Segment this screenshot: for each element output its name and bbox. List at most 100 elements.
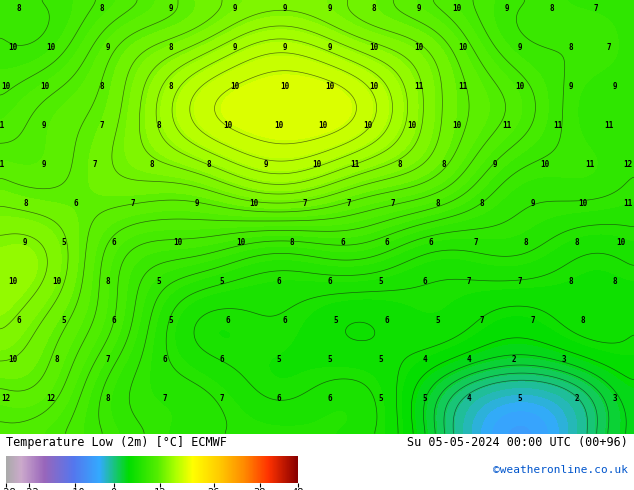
Text: 9: 9 [264, 160, 269, 169]
Text: 5: 5 [378, 394, 383, 403]
Text: 9: 9 [327, 43, 332, 52]
Text: 8: 8 [105, 277, 110, 286]
Text: 5: 5 [435, 317, 440, 325]
Text: 5: 5 [169, 317, 174, 325]
Text: 6: 6 [422, 277, 427, 286]
Text: 8: 8 [568, 277, 573, 286]
Text: 9: 9 [42, 160, 47, 169]
Text: 7: 7 [467, 277, 472, 286]
Text: 8: 8 [99, 4, 104, 13]
Text: 12: 12 [46, 394, 55, 403]
Text: 10: 10 [8, 277, 17, 286]
Text: 7: 7 [606, 43, 611, 52]
Text: 10: 10 [319, 121, 328, 130]
Text: 7: 7 [479, 317, 484, 325]
Text: 9: 9 [42, 121, 47, 130]
Text: 8: 8 [549, 4, 554, 13]
Text: 8: 8 [23, 199, 28, 208]
Text: 7: 7 [162, 394, 167, 403]
Text: 8: 8 [581, 317, 586, 325]
Text: ©weatheronline.co.uk: ©weatheronline.co.uk [493, 466, 628, 475]
Text: 11: 11 [553, 121, 562, 130]
Text: 10: 10 [230, 82, 239, 91]
Text: 10: 10 [370, 43, 378, 52]
Text: 5: 5 [219, 277, 224, 286]
Text: 8: 8 [99, 82, 104, 91]
Text: 6: 6 [327, 394, 332, 403]
Text: 6: 6 [429, 238, 434, 247]
Text: 5: 5 [378, 277, 383, 286]
Text: Temperature Low (2m) [°C] ECMWF: Temperature Low (2m) [°C] ECMWF [6, 437, 227, 449]
Text: 7: 7 [593, 4, 598, 13]
Text: 5: 5 [61, 317, 66, 325]
Text: 4: 4 [467, 355, 472, 365]
Text: 6: 6 [276, 394, 281, 403]
Text: 8: 8 [169, 43, 174, 52]
Text: 10: 10 [325, 82, 334, 91]
Text: 8: 8 [441, 160, 446, 169]
Text: 5: 5 [276, 355, 281, 365]
Text: 9: 9 [416, 4, 421, 13]
Text: 7: 7 [346, 199, 351, 208]
Text: 8: 8 [169, 82, 174, 91]
Text: 11: 11 [458, 82, 467, 91]
Text: 10: 10 [579, 199, 588, 208]
Text: 8: 8 [289, 238, 294, 247]
Text: 8: 8 [105, 394, 110, 403]
Text: 9: 9 [505, 4, 510, 13]
Text: 3: 3 [612, 394, 618, 403]
Text: 6: 6 [283, 317, 288, 325]
Text: 7: 7 [93, 160, 98, 169]
Text: 8: 8 [150, 160, 155, 169]
Text: 9: 9 [232, 43, 237, 52]
Text: 8: 8 [207, 160, 212, 169]
Text: 7: 7 [99, 121, 104, 130]
Text: 2: 2 [574, 394, 579, 403]
Text: 10: 10 [249, 199, 258, 208]
Text: 2: 2 [511, 355, 516, 365]
Text: 9: 9 [612, 82, 618, 91]
Text: 10: 10 [236, 238, 245, 247]
Text: 8: 8 [568, 43, 573, 52]
Text: 10: 10 [281, 82, 290, 91]
Text: 8: 8 [16, 4, 22, 13]
Text: 12: 12 [623, 160, 632, 169]
Text: 3: 3 [562, 355, 567, 365]
Text: 7: 7 [391, 199, 396, 208]
Text: 10: 10 [370, 82, 378, 91]
Text: 8: 8 [156, 121, 161, 130]
Text: 10: 10 [515, 82, 524, 91]
Text: 6: 6 [384, 238, 389, 247]
Text: 8: 8 [397, 160, 402, 169]
Text: 11: 11 [585, 160, 594, 169]
Text: 7: 7 [219, 394, 224, 403]
Text: 10: 10 [2, 82, 11, 91]
Text: 7: 7 [517, 277, 522, 286]
Text: 5: 5 [333, 317, 339, 325]
Text: 4: 4 [422, 355, 427, 365]
Text: 10: 10 [224, 121, 233, 130]
Text: 10: 10 [408, 121, 417, 130]
Text: 12: 12 [2, 394, 11, 403]
Text: 11: 11 [351, 160, 359, 169]
Text: 7: 7 [473, 238, 478, 247]
Text: 10: 10 [458, 43, 467, 52]
Text: 10: 10 [8, 355, 17, 365]
Text: 9: 9 [327, 4, 332, 13]
Text: 11: 11 [503, 121, 512, 130]
Text: 10: 10 [275, 121, 283, 130]
Text: 6: 6 [16, 317, 22, 325]
Text: 9: 9 [232, 4, 237, 13]
Text: 5: 5 [61, 238, 66, 247]
Text: 6: 6 [384, 317, 389, 325]
Text: 8: 8 [435, 199, 440, 208]
Text: 9: 9 [568, 82, 573, 91]
Text: 9: 9 [517, 43, 522, 52]
Text: 10: 10 [452, 121, 461, 130]
Text: 8: 8 [612, 277, 618, 286]
Text: 10: 10 [414, 43, 423, 52]
Text: 10: 10 [8, 43, 17, 52]
Text: 10: 10 [541, 160, 550, 169]
Text: 4: 4 [467, 394, 472, 403]
Text: 6: 6 [226, 317, 231, 325]
